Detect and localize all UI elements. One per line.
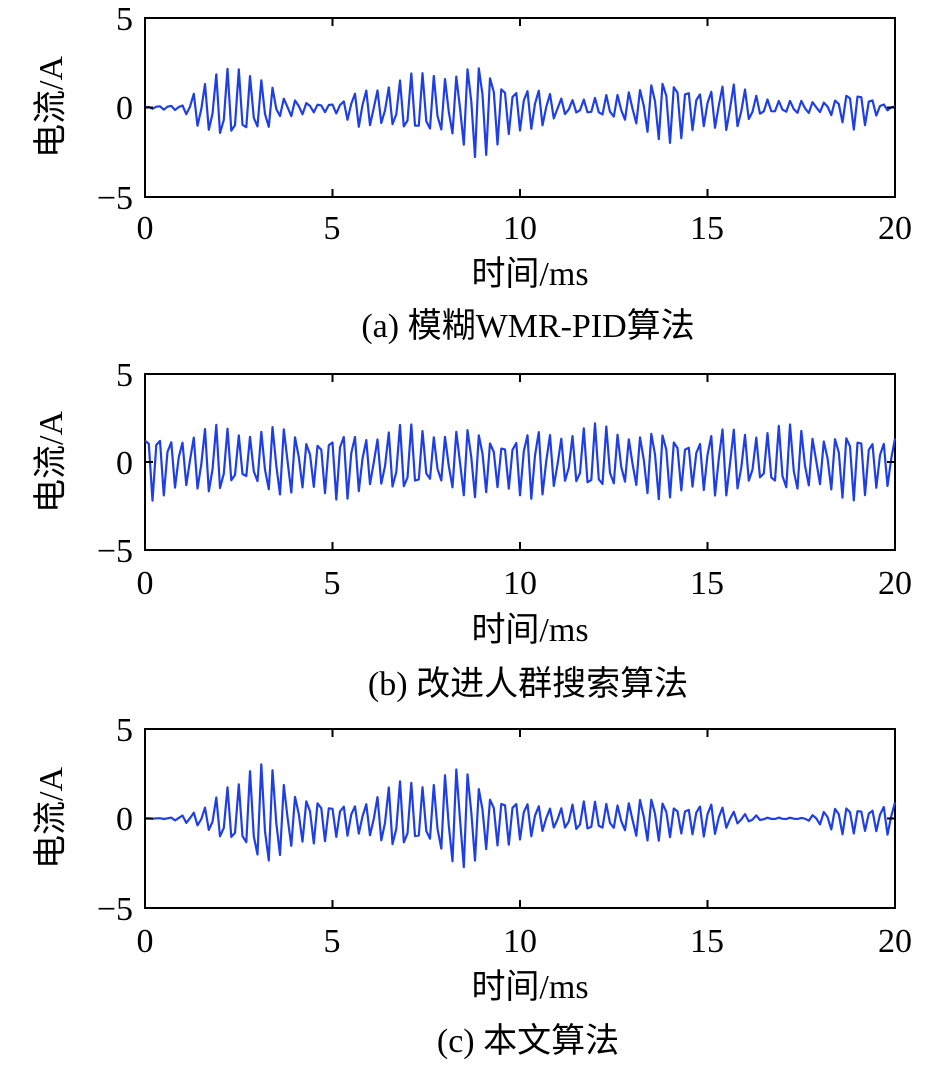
panel-b: 5 0 −5 0 5 10 15 20 电流/A 时间/ms (b) 改进人群搜… bbox=[32, 357, 912, 703]
panel-c-series-line bbox=[144, 763, 897, 869]
panel-a-ytick-top: 5 bbox=[116, 1, 133, 38]
panel-a-ytick-bottom: −5 bbox=[97, 180, 133, 217]
panel-b-xtick-3: 15 bbox=[690, 565, 724, 602]
panel-b-xtick-0: 0 bbox=[137, 565, 154, 602]
panel-a-xtick-4: 20 bbox=[878, 210, 912, 247]
panel-c-ytick-top: 5 bbox=[116, 712, 133, 749]
panel-b-series-line bbox=[144, 422, 897, 502]
panel-a-series-line bbox=[144, 67, 896, 159]
panel-c-xtick-4: 20 bbox=[878, 923, 912, 960]
panel-b-x-axis-label: 时间/ms bbox=[471, 612, 588, 649]
panel-a-caption: (a) 模糊WMR-PID算法 bbox=[361, 307, 694, 345]
panel-c: 5 0 −5 0 5 10 15 20 电流/A 时间/ms (c) 本文算法 bbox=[32, 712, 912, 1060]
panel-c-y-axis-label: 电流/A bbox=[32, 767, 70, 869]
panel-b-xtick-2: 10 bbox=[503, 565, 537, 602]
panel-a-y-axis-label: 电流/A bbox=[32, 56, 70, 158]
panel-c-xtick-0: 0 bbox=[137, 923, 154, 960]
panel-c-xtick-2: 10 bbox=[503, 923, 537, 960]
panel-c-x-axis-label: 时间/ms bbox=[471, 969, 588, 1006]
panel-a-ticks bbox=[144, 17, 896, 198]
panel-c-xtick-3: 15 bbox=[690, 923, 724, 960]
panel-a-xtick-0: 0 bbox=[137, 210, 154, 247]
panel-c-caption: (c) 本文算法 bbox=[437, 1022, 619, 1060]
panel-b-xtick-1: 5 bbox=[324, 565, 341, 602]
panel-b-y-axis-label: 电流/A bbox=[32, 411, 70, 513]
panel-b-ytick-top: 5 bbox=[116, 357, 133, 394]
panel-b-ytick-bottom: −5 bbox=[97, 533, 133, 570]
panel-c-xtick-1: 5 bbox=[324, 923, 341, 960]
panel-a: 5 0 −5 0 5 10 15 20 电流/A 时间/ms (a) 模糊WMR… bbox=[32, 1, 912, 345]
panel-b-ticks bbox=[144, 373, 896, 551]
panel-c-ytick-mid: 0 bbox=[116, 801, 133, 838]
panel-c-ticks bbox=[144, 728, 896, 909]
panel-a-xtick-3: 15 bbox=[690, 210, 724, 247]
panel-b-ytick-mid: 0 bbox=[116, 445, 133, 482]
panel-c-ytick-bottom: −5 bbox=[97, 891, 133, 928]
panel-a-xtick-2: 10 bbox=[503, 210, 537, 247]
panel-b-caption: (b) 改进人群搜索算法 bbox=[368, 665, 688, 703]
panel-a-x-axis-label: 时间/ms bbox=[471, 256, 588, 293]
panel-b-xtick-4: 20 bbox=[878, 565, 912, 602]
panel-a-ytick-mid: 0 bbox=[116, 90, 133, 127]
panel-a-xtick-1: 5 bbox=[324, 210, 341, 247]
